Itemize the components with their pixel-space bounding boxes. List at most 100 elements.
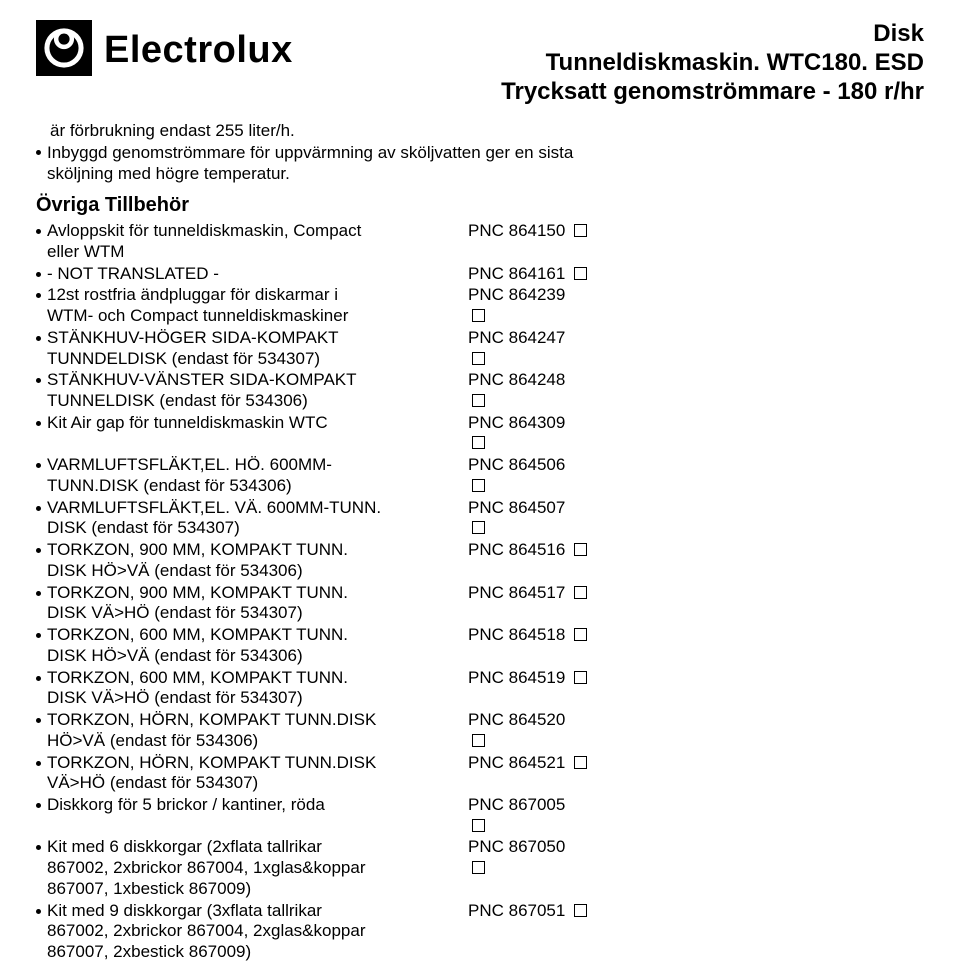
- accessory-desc-line: TORKZON, 600 MM, KOMPAKT TUNN.: [47, 625, 462, 646]
- accessory-desc-line: VÄ>HÖ (endast för 534307): [47, 773, 462, 794]
- bullet-icon: [36, 336, 41, 341]
- bullet-icon: [36, 803, 41, 808]
- checkbox-icon[interactable]: [574, 586, 587, 599]
- bullet-icon: [36, 909, 41, 914]
- section-heading: Övriga Tillbehör: [36, 194, 924, 217]
- accessory-pnc: PNC 864519: [468, 668, 587, 689]
- doc-title-line: Tunneldiskmaskin. WTC180. ESD: [501, 49, 924, 78]
- doc-title-line: Disk: [501, 20, 924, 49]
- accessory-desc-line: - NOT TRANSLATED -: [47, 264, 462, 285]
- pnc-code: PNC 867050: [468, 837, 565, 858]
- accessory-desc-line: VARMLUFTSFLÄKT,EL. VÄ. 600MM-TUNN.: [47, 498, 462, 519]
- pnc-box-line: [468, 349, 565, 370]
- accessory-desc-line: Kit Air gap för tunneldiskmaskin WTC: [47, 413, 462, 434]
- accessory-desc: TORKZON, HÖRN, KOMPAKT TUNN.DISKVÄ>HÖ (e…: [47, 753, 462, 794]
- bullet-icon: [36, 293, 41, 298]
- accessory-desc-line: DISK VÄ>HÖ (endast för 534307): [47, 688, 462, 709]
- checkbox-icon[interactable]: [574, 628, 587, 641]
- page-header: Electrolux Disk Tunneldiskmaskin. WTC180…: [36, 20, 924, 106]
- accessory-pnc: PNC 864239: [468, 285, 565, 326]
- bullet-icon: [36, 272, 41, 277]
- accessory-desc-line: 867002, 2xbrickor 867004, 1xglas&koppar: [47, 858, 462, 879]
- accessory-desc-line: TUNNDELDISK (endast för 534307): [47, 349, 462, 370]
- accessory-row: VARMLUFTSFLÄKT,EL. HÖ. 600MM-TUNN.DISK (…: [36, 455, 924, 496]
- pnc-code: PNC 864248: [468, 370, 565, 391]
- checkbox-icon[interactable]: [574, 904, 587, 917]
- checkbox-icon[interactable]: [472, 352, 485, 365]
- checkbox-icon[interactable]: [472, 309, 485, 322]
- accessory-desc: TORKZON, HÖRN, KOMPAKT TUNN.DISKHÖ>VÄ (e…: [47, 710, 462, 751]
- accessory-pnc: PNC 864516: [468, 540, 587, 561]
- accessory-desc-line: TORKZON, 900 MM, KOMPAKT TUNN.: [47, 583, 462, 604]
- accessory-desc-line: DISK VÄ>HÖ (endast för 534307): [47, 603, 462, 624]
- bullet-icon: [36, 548, 41, 553]
- accessory-desc-line: Kit med 6 diskkorgar (2xflata tallrikar: [47, 837, 462, 858]
- checkbox-icon[interactable]: [574, 756, 587, 769]
- checkbox-icon[interactable]: [472, 436, 485, 449]
- accessory-pnc: PNC 864507: [468, 498, 565, 539]
- accessory-desc-line: 867007, 1xbestick 867009): [47, 879, 462, 900]
- checkbox-icon[interactable]: [472, 521, 485, 534]
- accessory-pnc: PNC 864517: [468, 583, 587, 604]
- accessory-row: TORKZON, 900 MM, KOMPAKT TUNN.DISK HÖ>VÄ…: [36, 540, 924, 581]
- bullet-icon: [36, 506, 41, 511]
- accessory-row: Kit med 9 diskkorgar (3xflata tallrikar8…: [36, 901, 924, 963]
- accessory-desc: STÄNKHUV-VÄNSTER SIDA-KOMPAKTTUNNELDISK …: [47, 370, 462, 411]
- accessories-list: Avloppskit för tunneldiskmaskin, Compact…: [36, 221, 924, 963]
- pnc-box-line: [468, 391, 565, 412]
- checkbox-icon[interactable]: [472, 734, 485, 747]
- pnc-box-line: [468, 816, 565, 837]
- accessory-desc-line: TORKZON, HÖRN, KOMPAKT TUNN.DISK: [47, 710, 462, 731]
- pnc-box-line: [468, 518, 565, 539]
- accessory-desc: Kit med 6 diskkorgar (2xflata tallrikar8…: [47, 837, 462, 899]
- accessory-desc: 12st rostfria ändpluggar för diskarmar i…: [47, 285, 462, 326]
- bullet-icon: [36, 591, 41, 596]
- accessory-row: TORKZON, HÖRN, KOMPAKT TUNN.DISKHÖ>VÄ (e…: [36, 710, 924, 751]
- pnc-code: PNC 864506: [468, 455, 565, 476]
- accessory-pnc: PNC 864150: [468, 221, 587, 242]
- intro-bullet: Inbyggd genomströmmare för uppvärmning a…: [36, 142, 596, 185]
- accessory-pnc: PNC 864247: [468, 328, 565, 369]
- accessory-desc-line: STÄNKHUV-VÄNSTER SIDA-KOMPAKT: [47, 370, 462, 391]
- pnc-box-line: [468, 306, 565, 327]
- accessory-row: STÄNKHUV-VÄNSTER SIDA-KOMPAKTTUNNELDISK …: [36, 370, 924, 411]
- pnc-code: PNC 864239: [468, 285, 565, 306]
- accessory-row: VARMLUFTSFLÄKT,EL. VÄ. 600MM-TUNN.DISK (…: [36, 498, 924, 539]
- brand: Electrolux: [36, 20, 293, 81]
- doc-title-line: Trycksatt genomströmmare - 180 r/hr: [501, 78, 924, 107]
- bullet-icon: [36, 676, 41, 681]
- accessory-pnc: PNC 864518: [468, 625, 587, 646]
- checkbox-icon[interactable]: [472, 479, 485, 492]
- brand-name: Electrolux: [104, 29, 293, 72]
- accessory-row: Kit Air gap för tunneldiskmaskin WTCPNC …: [36, 413, 924, 454]
- bullet-icon: [36, 229, 41, 234]
- intro-line: är förbrukning endast 255 liter/h.: [50, 120, 596, 141]
- bullet-icon: [36, 421, 41, 426]
- accessory-desc: VARMLUFTSFLÄKT,EL. HÖ. 600MM-TUNN.DISK (…: [47, 455, 462, 496]
- accessory-row: 12st rostfria ändpluggar för diskarmar i…: [36, 285, 924, 326]
- accessory-desc-line: HÖ>VÄ (endast för 534306): [47, 731, 462, 752]
- checkbox-icon[interactable]: [472, 819, 485, 832]
- bullet-icon: [36, 718, 41, 723]
- accessory-row: TORKZON, 600 MM, KOMPAKT TUNN.DISK VÄ>HÖ…: [36, 668, 924, 709]
- pnc-code: PNC 864161: [468, 264, 587, 285]
- pnc-code: PNC 864507: [468, 498, 565, 519]
- checkbox-icon[interactable]: [574, 671, 587, 684]
- checkbox-icon[interactable]: [574, 267, 587, 280]
- accessory-desc: TORKZON, 600 MM, KOMPAKT TUNN.DISK HÖ>VÄ…: [47, 625, 462, 666]
- pnc-code: PNC 864520: [468, 710, 565, 731]
- checkbox-icon[interactable]: [472, 861, 485, 874]
- checkbox-icon[interactable]: [574, 543, 587, 556]
- accessory-row: TORKZON, 600 MM, KOMPAKT TUNN.DISK HÖ>VÄ…: [36, 625, 924, 666]
- accessory-row: STÄNKHUV-HÖGER SIDA-KOMPAKTTUNNDELDISK (…: [36, 328, 924, 369]
- accessory-desc-line: eller WTM: [47, 242, 462, 263]
- pnc-code: PNC 864518: [468, 625, 587, 646]
- bullet-icon: [36, 378, 41, 383]
- intro-bullet-text: Inbyggd genomströmmare för uppvärmning a…: [47, 142, 596, 185]
- accessory-desc: TORKZON, 900 MM, KOMPAKT TUNN.DISK HÖ>VÄ…: [47, 540, 462, 581]
- accessory-pnc: PNC 864521: [468, 753, 587, 774]
- checkbox-icon[interactable]: [574, 224, 587, 237]
- accessory-desc-line: WTM- och Compact tunneldiskmaskiner: [47, 306, 462, 327]
- checkbox-icon[interactable]: [472, 394, 485, 407]
- accessory-desc: Diskkorg för 5 brickor / kantiner, röda: [47, 795, 462, 816]
